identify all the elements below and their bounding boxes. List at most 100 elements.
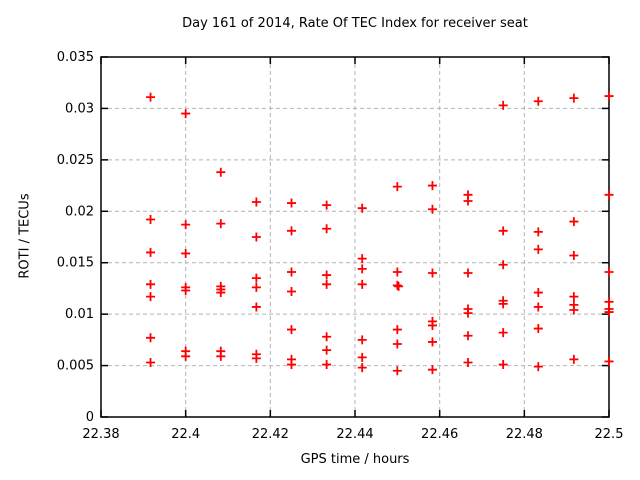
y-tick-label: 0.005	[57, 359, 94, 374]
data-point-marker	[181, 248, 191, 258]
data-point-marker	[357, 335, 367, 345]
data-point-marker	[498, 299, 508, 309]
y-tick-label: 0.025	[57, 153, 94, 168]
data-point-marker	[427, 320, 437, 330]
data-point-marker	[569, 292, 579, 302]
data-point-marker	[251, 232, 261, 242]
data-point-marker	[287, 267, 296, 277]
data-point-marker	[216, 288, 226, 298]
data-point-marker	[392, 339, 402, 349]
y-tick-label: 0.02	[65, 204, 94, 219]
data-point-marker	[498, 328, 508, 338]
data-point-marker	[569, 217, 579, 227]
x-tick-label: 22.44	[336, 427, 373, 442]
data-point-marker	[533, 362, 543, 372]
data-point-marker	[287, 287, 296, 297]
data-point-marker	[394, 281, 404, 291]
data-point-marker	[322, 279, 332, 289]
data-point-marker	[604, 356, 614, 366]
data-point-marker	[357, 254, 367, 264]
data-point-marker	[251, 197, 261, 207]
data-point-marker	[287, 360, 296, 370]
data-point-marker	[533, 244, 543, 254]
data-point-marker	[322, 270, 332, 280]
data-point-marker	[181, 109, 191, 119]
data-point-marker	[251, 302, 261, 312]
data-point-marker	[533, 302, 543, 312]
data-point-marker	[181, 285, 191, 295]
data-point-marker	[287, 198, 296, 208]
data-point-marker	[498, 360, 508, 370]
data-point-marker	[604, 307, 614, 317]
data-point-marker	[322, 332, 332, 342]
data-point-marker	[146, 92, 156, 102]
data-point-marker	[569, 354, 579, 364]
data-point-marker	[463, 357, 473, 367]
x-tick-label: 22.46	[421, 427, 458, 442]
data-point-marker	[322, 200, 332, 210]
data-point-marker	[181, 351, 191, 361]
data-point-marker	[427, 181, 437, 191]
data-point-marker	[287, 226, 296, 236]
data-point-marker	[357, 264, 367, 274]
data-point-marker	[357, 352, 367, 362]
x-tick-label: 22.42	[252, 427, 289, 442]
y-axis-label: ROTI / TECUs	[17, 193, 33, 279]
data-point-marker	[216, 219, 226, 229]
data-point-marker	[498, 226, 508, 236]
data-point-marker	[498, 260, 508, 270]
data-point-marker	[251, 353, 261, 363]
data-point-marker	[533, 324, 543, 334]
data-point-marker	[392, 280, 402, 290]
data-point-marker	[427, 365, 437, 375]
data-point-marker	[181, 220, 191, 230]
data-point-marker	[322, 224, 332, 234]
data-point-marker	[251, 273, 261, 283]
data-point-marker	[146, 215, 156, 225]
data-point-marker	[569, 251, 579, 261]
data-point-marker	[427, 204, 437, 214]
data-point-marker	[287, 325, 296, 335]
y-tick-label: 0.01	[65, 307, 94, 322]
data-point-marker	[322, 345, 332, 355]
data-point-marker	[357, 203, 367, 213]
data-point-marker	[604, 91, 614, 101]
x-tick-label: 22.5	[595, 427, 624, 442]
data-point-marker	[533, 227, 543, 237]
data-point-marker	[463, 331, 473, 341]
data-point-marker	[146, 333, 156, 343]
y-tick-label: 0	[86, 410, 94, 425]
data-point-marker	[463, 196, 473, 206]
data-point-marker	[146, 279, 156, 289]
data-point-marker	[427, 337, 437, 347]
data-point-marker	[427, 268, 437, 278]
data-point-marker	[392, 182, 402, 192]
x-tick-label: 22.4	[171, 427, 200, 442]
x-axis-label: GPS time / hours	[300, 452, 410, 467]
data-point-marker	[216, 351, 226, 361]
data-point-marker	[251, 282, 261, 292]
data-point-marker	[533, 96, 543, 106]
data-point-marker	[322, 360, 332, 370]
x-tick-label: 22.48	[506, 427, 543, 442]
data-point-marker	[533, 288, 543, 298]
data-point-marker	[604, 267, 614, 277]
data-point-marker	[604, 190, 614, 200]
chart-title: Day 161 of 2014, Rate Of TEC Index for r…	[182, 16, 528, 31]
y-tick-label: 0.035	[57, 50, 94, 65]
y-tick-label: 0.015	[57, 256, 94, 271]
data-point-marker	[569, 305, 579, 315]
data-points-group	[146, 91, 614, 376]
data-point-marker	[146, 247, 156, 257]
data-point-marker	[392, 267, 402, 277]
data-point-marker	[392, 325, 402, 335]
data-point-marker	[357, 363, 367, 373]
data-point-marker	[569, 93, 579, 103]
data-point-marker	[357, 279, 367, 289]
plot-frame	[100, 56, 610, 418]
data-point-marker	[146, 357, 156, 367]
data-point-marker	[216, 167, 226, 177]
data-point-marker	[498, 100, 508, 110]
